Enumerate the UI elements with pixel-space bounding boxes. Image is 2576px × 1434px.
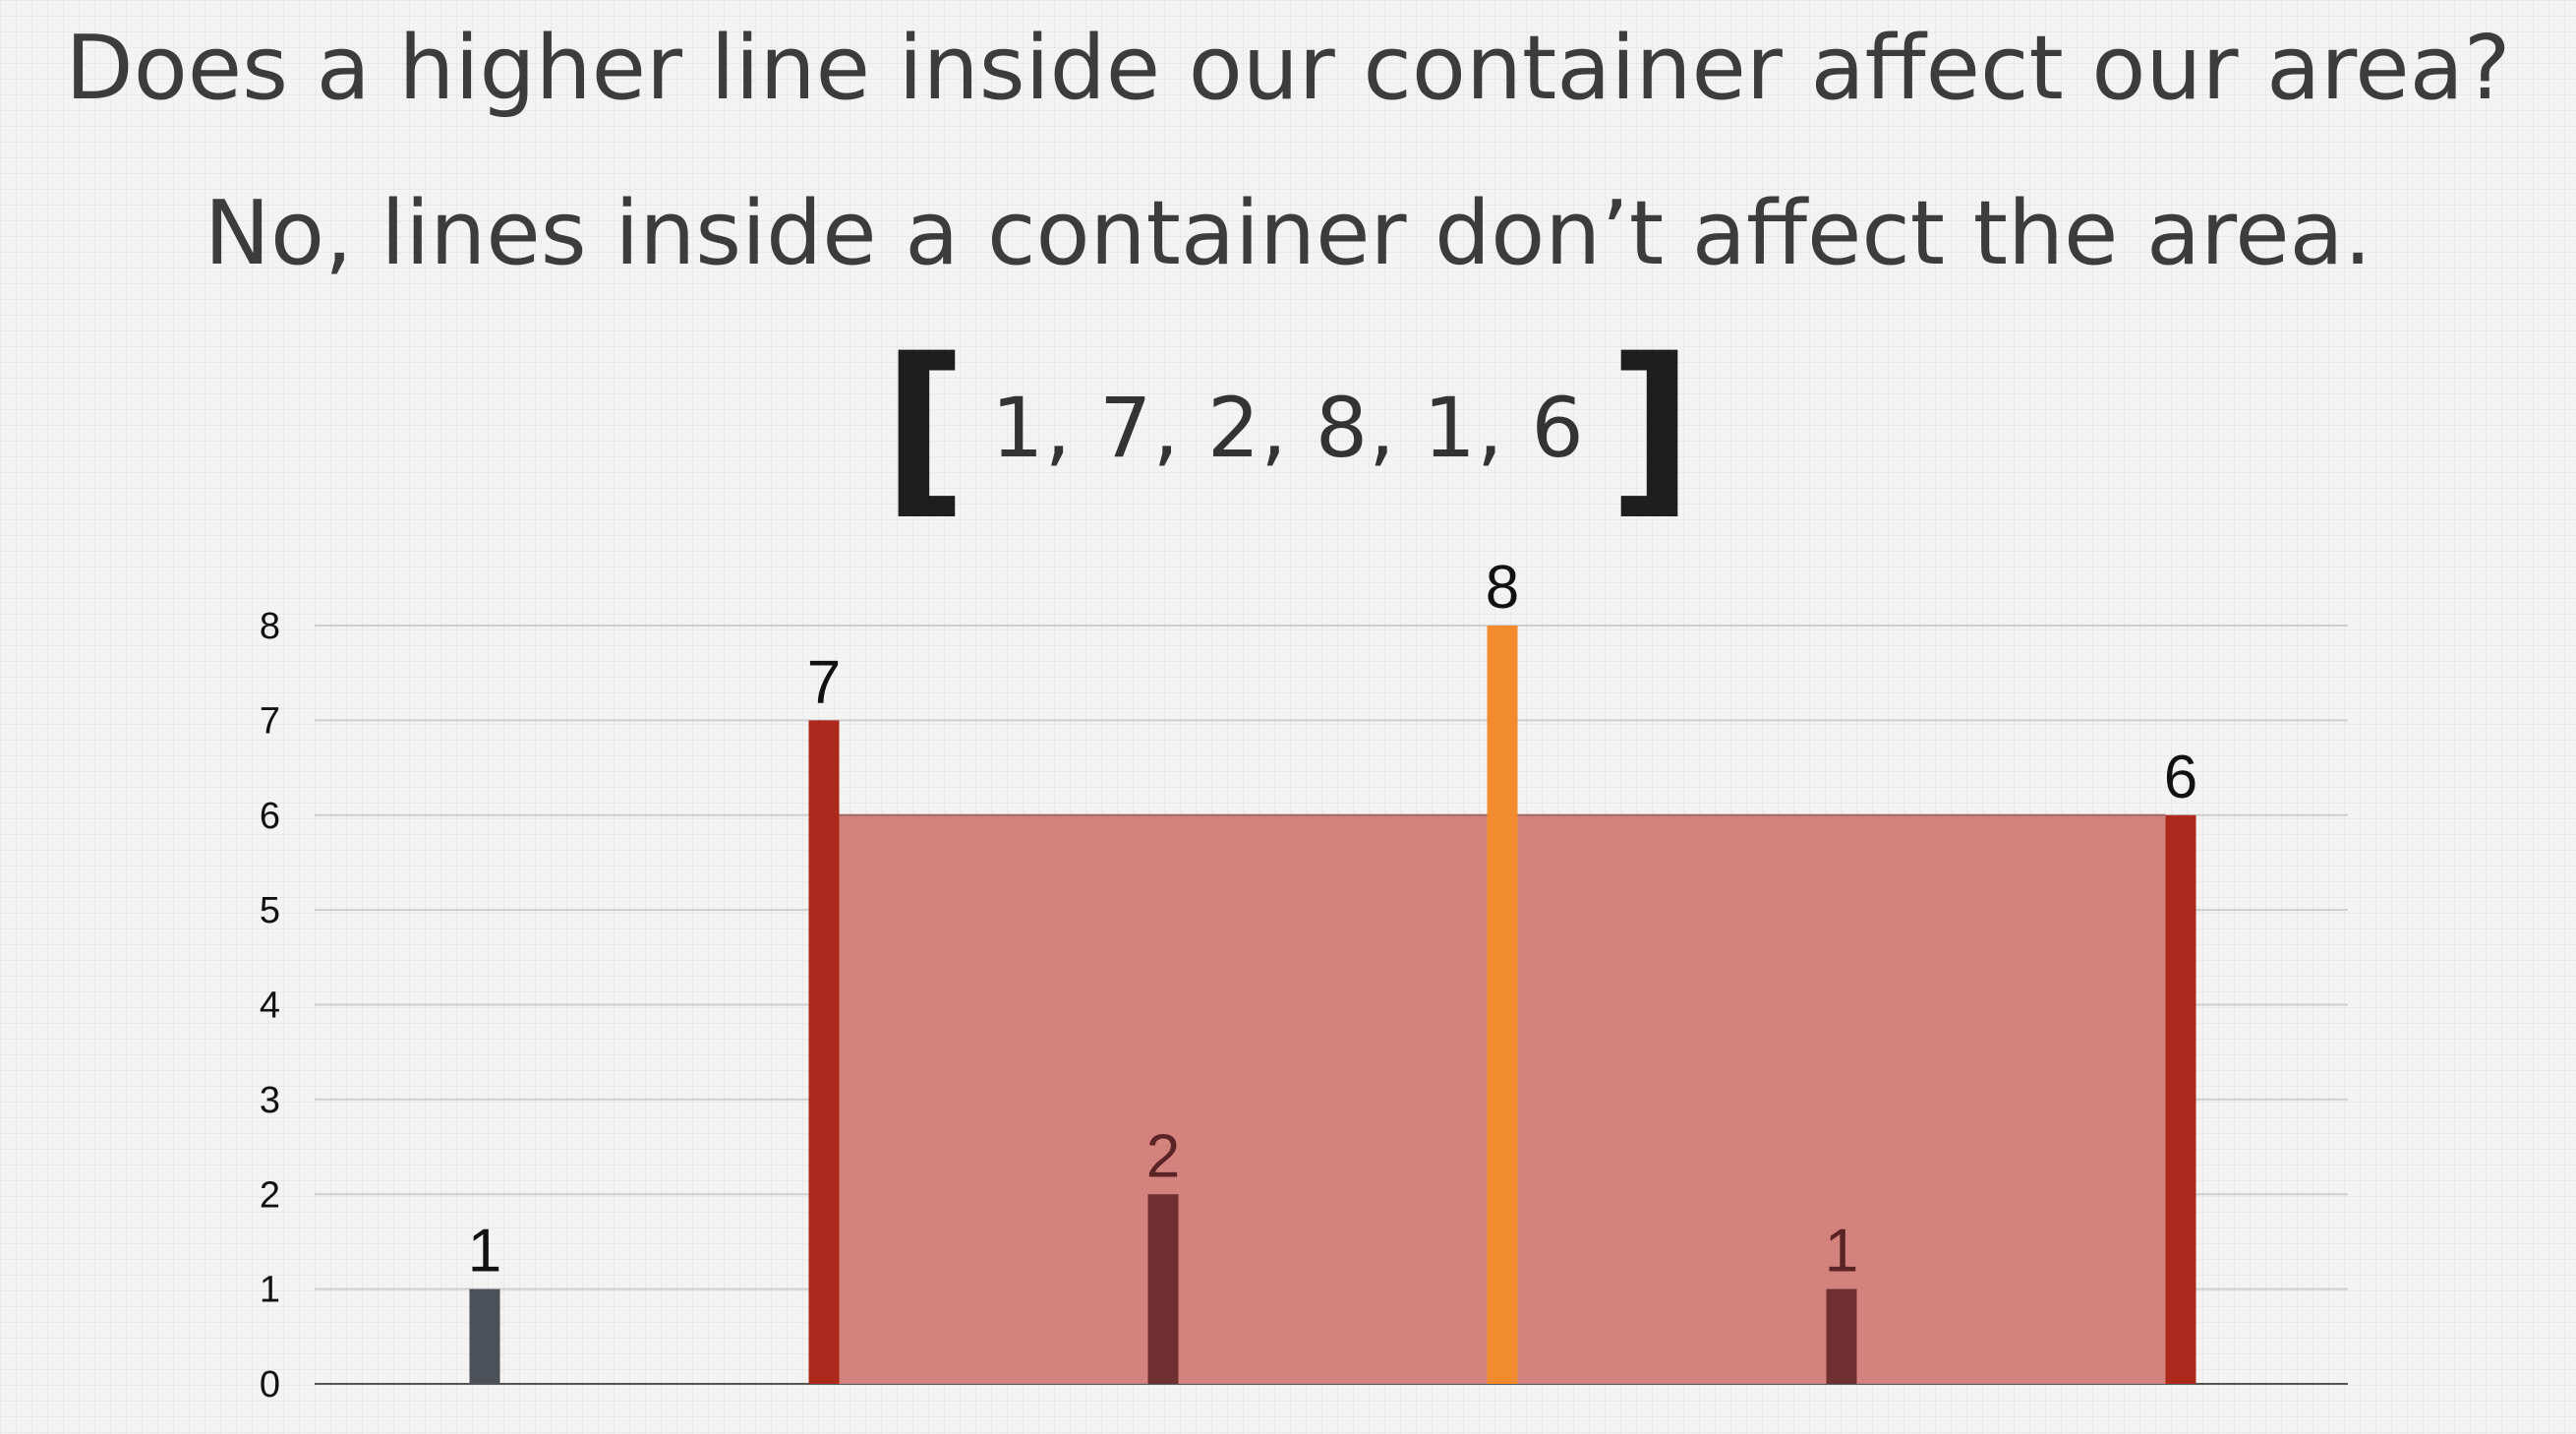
y-tick-label: 8 (260, 606, 280, 647)
y-tick-label: 4 (260, 986, 280, 1027)
answer-heading: No, lines inside a container don’t affec… (204, 182, 2372, 285)
y-tick-label: 5 (260, 890, 280, 931)
y-tick-label: 6 (260, 796, 280, 837)
y-axis: 0 1 2 3 4 5 6 7 8 (260, 606, 280, 1405)
array-display: [ 1, 7, 2, 8, 1, 6 ] (0, 334, 2576, 521)
bar-value-label-2: 2 (1146, 1122, 1180, 1190)
close-bracket: ] (1608, 319, 1694, 536)
bar-5 (2165, 814, 2196, 1384)
bar-value-label-1: 7 (807, 648, 841, 716)
bar-4 (1826, 1288, 1857, 1384)
bar-2 (1147, 1194, 1179, 1384)
question-heading: Does a higher line inside our container … (65, 17, 2511, 120)
y-tick-label: 0 (260, 1364, 280, 1405)
bar-0 (469, 1288, 500, 1384)
y-tick-label: 1 (260, 1270, 280, 1311)
array-values: 1, 7, 2, 8, 1, 6 (991, 380, 1585, 476)
y-tick-label: 2 (260, 1174, 280, 1216)
bars (469, 626, 2196, 1384)
y-tick-label: 7 (260, 700, 280, 742)
bar-value-label-0: 1 (468, 1218, 501, 1285)
data-labels: 1 7 2 8 1 6 (468, 554, 2197, 1285)
bar-value-label-3: 8 (1486, 554, 1519, 622)
bar-3 (1487, 626, 1518, 1384)
bar-value-label-5: 6 (2164, 744, 2197, 811)
y-tick-label: 3 (260, 1080, 280, 1121)
open-bracket: [ (882, 319, 968, 536)
bar-value-label-4: 1 (1825, 1218, 1858, 1285)
bar-1 (808, 720, 840, 1384)
